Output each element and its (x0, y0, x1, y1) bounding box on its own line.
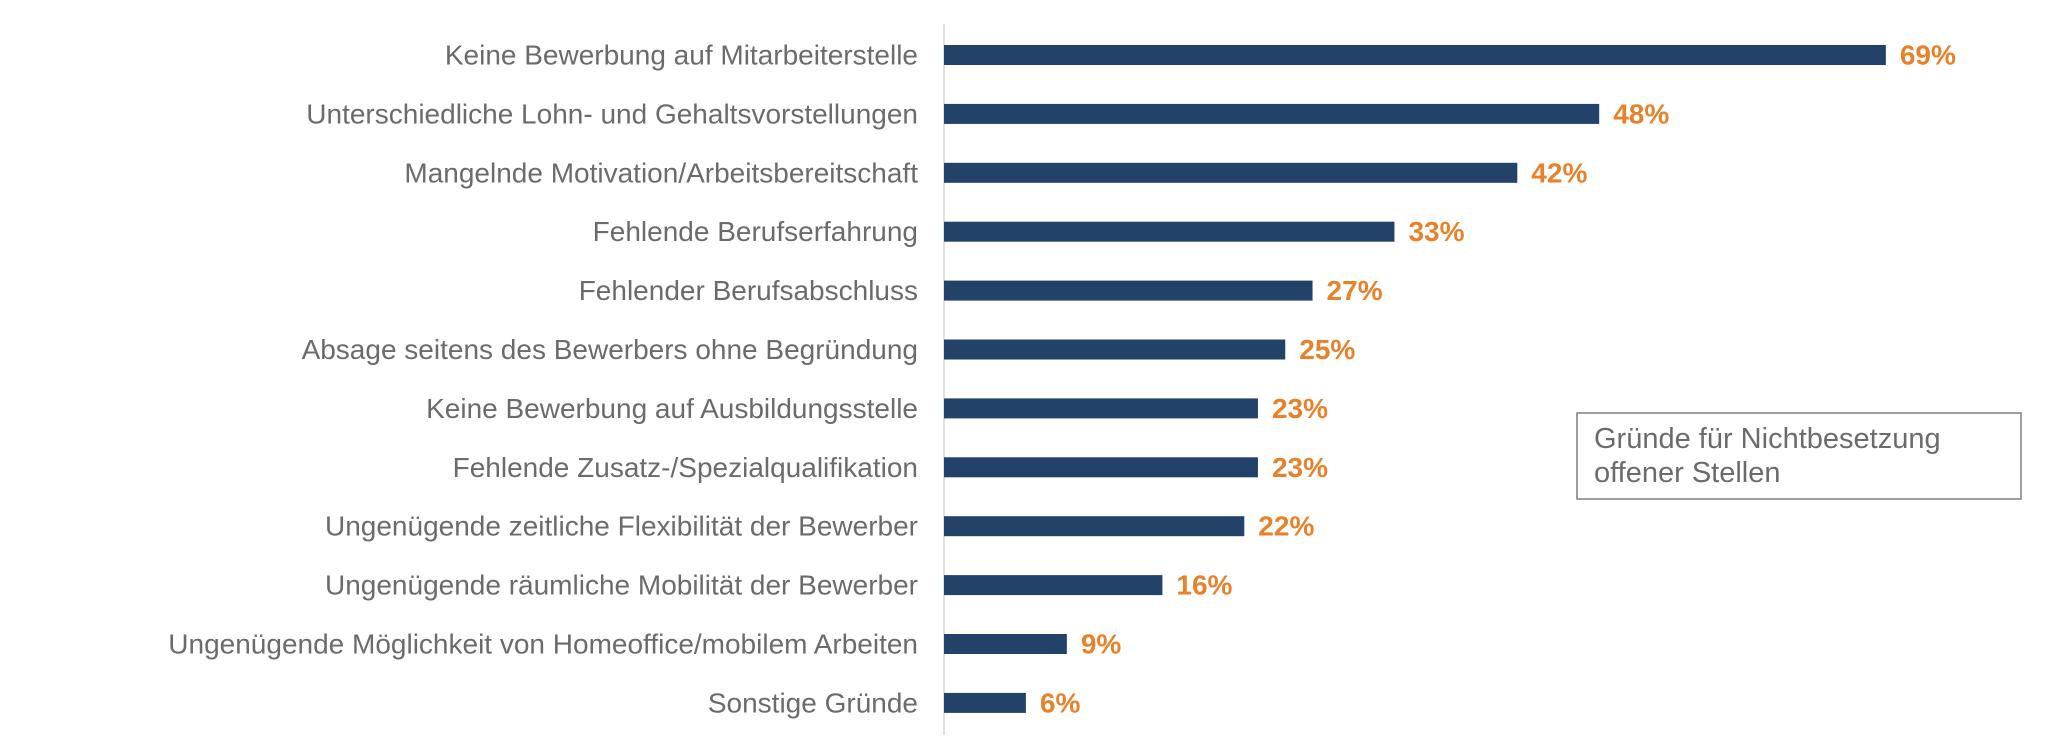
category-label: Mangelnde Motivation/Arbeitsbereitschaft (404, 157, 918, 188)
bar (944, 221, 1395, 242)
category-label: Keine Bewerbung auf Ausbildungsstelle (426, 393, 918, 424)
value-label: 27% (1327, 275, 1383, 306)
value-label: 22% (1258, 511, 1314, 542)
legend: Gründe für Nichtbesetzung offener Stelle… (1576, 412, 2022, 500)
value-labels: 69% 48% 42% 33% 27% 25% 23% 23% 22% 16% 9%6% (1040, 40, 1956, 719)
bar (944, 280, 1313, 301)
bar (944, 516, 1245, 537)
category-label: Ungenügende zeitliche Flexibilität der B… (325, 511, 918, 542)
bar (944, 45, 1886, 65)
value-label: 69% (1900, 40, 1956, 71)
bar (944, 457, 1258, 478)
value-label: 48% (1613, 98, 1669, 129)
category-label: Ungenügende Möglichkeit von Homeoffice/m… (168, 629, 918, 660)
bar (944, 103, 1600, 124)
value-label: 9% (1081, 629, 1122, 660)
value-label: 42% (1531, 157, 1587, 188)
value-label: 16% (1176, 570, 1232, 601)
legend-text-line-2: offener Stellen (1594, 457, 1781, 489)
category-label: Fehlende Zusatz-/Spezialqualifikation (453, 452, 918, 483)
bars (944, 45, 1886, 713)
legend-text-line-1: Gründe für Nichtbesetzung (1594, 423, 1941, 455)
value-label: 33% (1408, 216, 1464, 247)
bar (944, 692, 1026, 713)
category-label: Sonstige Gründe (708, 687, 918, 718)
category-label: Keine Bewerbung auf Mitarbeiterstelle (445, 40, 918, 71)
bar (944, 634, 1067, 654)
legend-box (1576, 412, 2022, 500)
category-labels: Keine Bewerbung auf Mitarbeiterstelle Unt… (168, 40, 918, 719)
bar (944, 398, 1258, 419)
bar (944, 575, 1163, 596)
category-label: Absage seitens des Bewerbers ohne Begrün… (302, 334, 918, 365)
category-label: Unterschiedliche Lohn- und Gehaltsvorste… (306, 98, 918, 129)
bar (944, 162, 1518, 183)
value-label: 23% (1272, 452, 1328, 483)
bar (944, 339, 1286, 360)
value-label: 25% (1299, 334, 1355, 365)
category-label: Fehlende Berufserfahrung (593, 216, 918, 247)
value-label: 6% (1040, 687, 1081, 718)
category-label: Fehlender Berufsabschluss (579, 275, 918, 306)
category-label: Ungenügende räumliche Mobilität der Bewe… (325, 570, 918, 601)
value-label: 23% (1272, 393, 1328, 424)
